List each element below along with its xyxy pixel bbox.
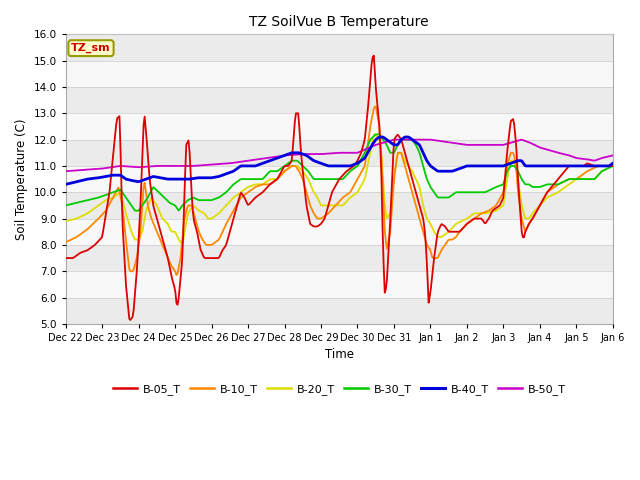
Bar [66,35,613,60]
Bar [66,140,613,166]
Bar [66,87,613,113]
Bar [66,192,613,218]
Bar [66,166,613,192]
Bar [66,113,613,140]
Y-axis label: Soil Temperature (C): Soil Temperature (C) [15,119,28,240]
Bar [66,245,613,271]
X-axis label: Time: Time [324,348,354,361]
Title: TZ SoilVue B Temperature: TZ SoilVue B Temperature [250,15,429,29]
Bar [66,60,613,87]
Bar [66,298,613,324]
Bar [66,271,613,298]
Legend: B-05_T, B-10_T, B-20_T, B-30_T, B-40_T, B-50_T: B-05_T, B-10_T, B-20_T, B-30_T, B-40_T, … [108,380,570,399]
Text: TZ_sm: TZ_sm [71,43,111,53]
Bar [66,218,613,245]
